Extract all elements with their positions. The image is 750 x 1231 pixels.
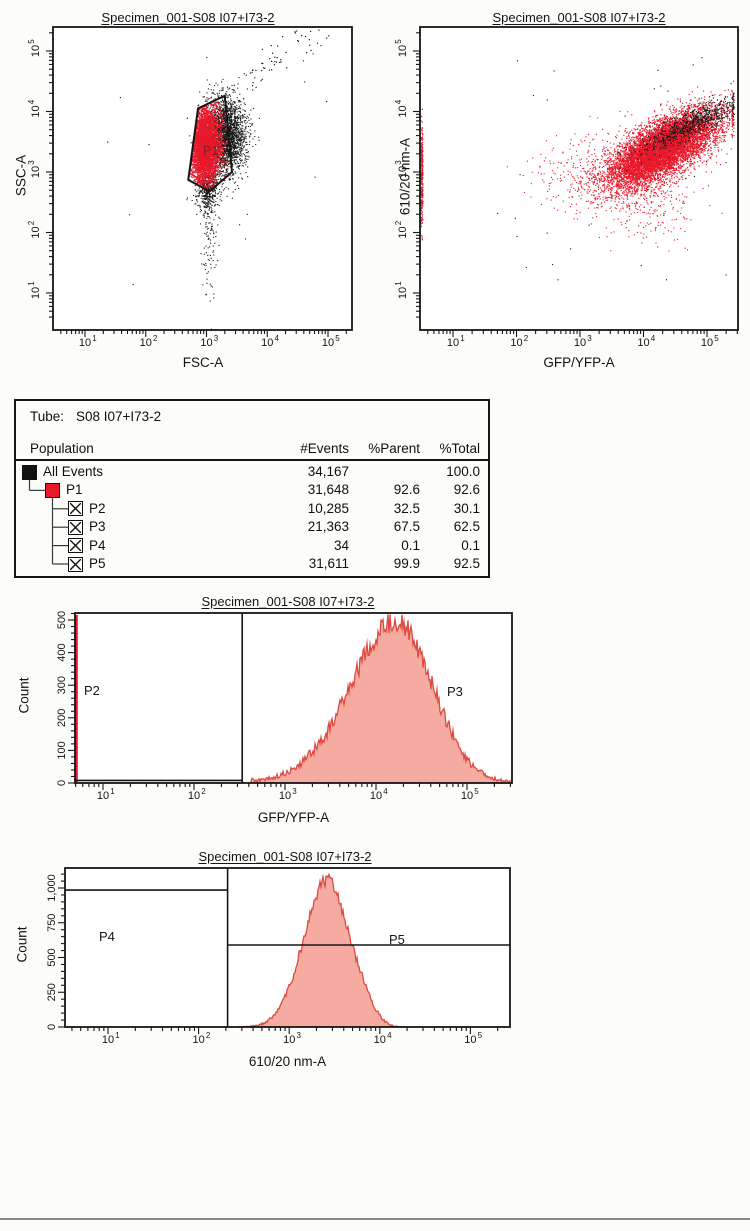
population-row-p2: P2 10,285 32.5 30.1 [16,500,488,519]
crossed-box-icon [68,501,83,517]
population-parent: 99.9 [393,556,420,571]
x-axis-label-gfp: GFP/YFP-A [543,355,615,370]
population-parent: 92.6 [393,482,420,498]
population-row-p5: P5 31,611 99.9 92.5 [16,555,488,574]
plot-title-610-hist: Specimen_001-S08 I07+I73-2 [198,849,372,864]
population-row-all-events: All Events 34,167 100.0 [16,463,488,482]
x-axis-label-fsc: FSC-A [182,355,224,370]
population-events: 10,285 [307,500,349,516]
scan-edge-line [0,1218,750,1220]
population-parent: 32.5 [393,500,420,516]
population-name: P3 [89,519,106,535]
gate-label-p5: P5 [389,932,405,947]
population-name: All Events [43,464,104,479]
crossed-box-icon [68,556,83,572]
gate-label-p4: P4 [99,929,115,944]
population-name: P5 [89,556,106,571]
red-square-icon [45,482,60,498]
column-header-total: %Total [439,441,480,456]
population-name: P2 [89,500,106,516]
population-events: 31,648 [307,482,349,498]
population-row-p4: P4 34 0.1 0.1 [16,537,488,556]
x-axis-label-610-hist: 610/20 nm-A [248,1054,327,1069]
black-square-icon [22,464,37,480]
y-axis-label-count-2: Count [14,926,30,963]
population-events: 34,167 [307,464,349,479]
population-row-p3: P3 21,363 67.5 62.5 [16,518,488,537]
population-total: 30.1 [453,500,480,516]
plot-title-gfp-hist: Specimen_001-S08 I07+I73-2 [201,594,375,609]
column-header-population: Population [30,441,94,456]
crossed-box-icon [68,538,83,554]
column-header-events: #Events [300,441,349,456]
population-events: 34 [333,537,349,553]
population-events: 31,611 [308,556,349,571]
population-total: 92.6 [453,482,480,498]
population-name: P4 [89,537,106,553]
tube-label: Tube: [30,409,65,424]
population-rows: All Events 34,167 100.0 P1 31,648 92.6 92.6 P2 1… [16,401,488,576]
population-parent: 67.5 [393,519,420,535]
gate-label-p3: P3 [447,684,463,699]
tube-value: S08 I07+I73-2 [76,409,162,424]
y-axis-label-610: 610/20 nm-A [397,137,413,216]
population-name: P1 [66,482,83,498]
gate-label-p2: P2 [84,683,100,698]
plot-title-gfp-610: Specimen_001-S08 I07+I73-2 [492,10,666,25]
gate-label-p1: P1 [203,144,219,158]
population-total: 100.0 [446,464,480,479]
plot-title-fsc-ssc: Specimen_001-S08 I07+I73-2 [101,10,275,25]
x-axis-label-gfp-hist: GFP/YFP-A [257,810,330,825]
y-axis-label-ssc: SSC-A [13,154,29,197]
y-axis-label-count-1: Count [16,677,32,714]
population-parent: 0.1 [401,537,420,553]
population-statistics-table: Tube: S08 I07+I73-2 Population #Events %… [14,399,490,578]
population-events: 21,363 [307,519,349,535]
population-row-p1: P1 31,648 92.6 92.6 [16,481,488,500]
population-total: 92.5 [453,556,480,571]
population-total: 62.5 [453,519,480,535]
header-rule [16,459,488,461]
population-total: 0.1 [461,537,480,553]
crossed-box-icon [68,519,83,535]
column-header-parent: %Parent [368,441,420,456]
